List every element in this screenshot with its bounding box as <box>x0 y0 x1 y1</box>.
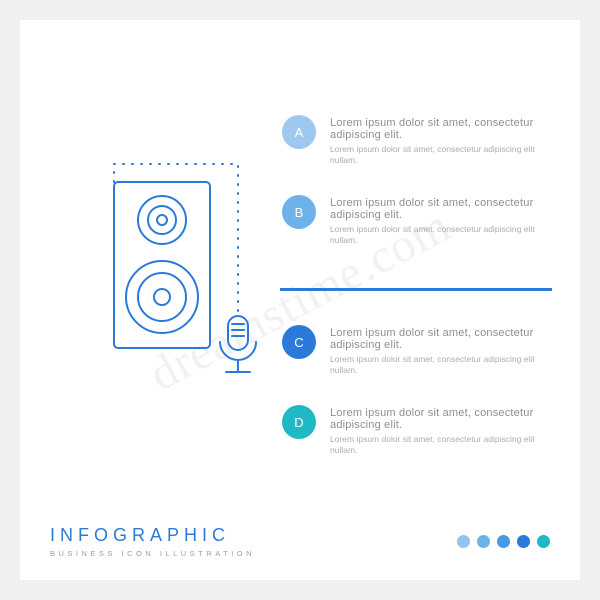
footer: INFOGRAPHIC BUSINESS ICON ILLUSTRATION <box>20 502 580 580</box>
item-title: Lorem ipsum dolor sit amet, consectetur … <box>330 327 580 351</box>
item-title: Lorem ipsum dolor sit amet, consectetur … <box>330 197 580 221</box>
item-title: Lorem ipsum dolor sit amet, consectetur … <box>330 407 580 431</box>
footer-dots <box>457 535 550 548</box>
item-body: Lorem ipsum dolor sit amet, consectetur … <box>330 434 560 457</box>
divider-line <box>280 288 552 291</box>
item-body: Lorem ipsum dolor sit amet, consectetur … <box>330 224 560 247</box>
list-item: B Lorem ipsum dolor sit amet, consectetu… <box>282 195 580 247</box>
badge-d: D <box>282 405 316 439</box>
item-body: Lorem ipsum dolor sit amet, consectetur … <box>330 354 560 377</box>
badge-a: A <box>282 115 316 149</box>
footer-subtitle: BUSINESS ICON ILLUSTRATION <box>50 549 255 558</box>
footer-dot <box>517 535 530 548</box>
infographic-canvas: dreamstime.com <box>20 20 580 580</box>
speaker-mic-icon <box>92 158 262 393</box>
footer-dot <box>497 535 510 548</box>
footer-dot <box>537 535 550 548</box>
footer-dot <box>457 535 470 548</box>
item-body: Lorem ipsum dolor sit amet, consectetur … <box>330 144 560 167</box>
footer-title: INFOGRAPHIC <box>50 525 255 546</box>
badge-b: B <box>282 195 316 229</box>
item-title: Lorem ipsum dolor sit amet, consectetur … <box>330 117 580 141</box>
list-item: D Lorem ipsum dolor sit amet, consectetu… <box>282 405 580 457</box>
badge-c: C <box>282 325 316 359</box>
list-item: A Lorem ipsum dolor sit amet, consectetu… <box>282 115 580 167</box>
list-item: C Lorem ipsum dolor sit amet, consectetu… <box>282 325 580 377</box>
footer-dot <box>477 535 490 548</box>
